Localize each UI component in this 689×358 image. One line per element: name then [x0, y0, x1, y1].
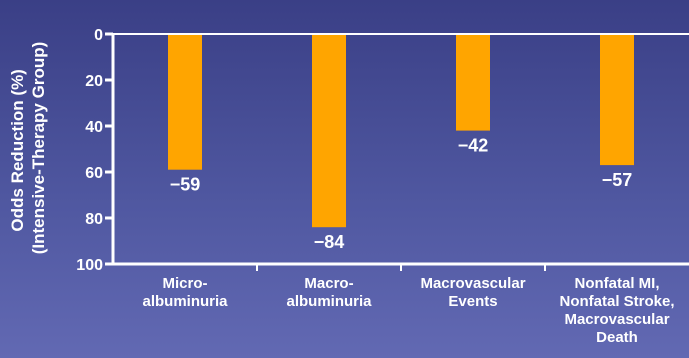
y-axis-title-line-2: (Intensive-Therapy Group): [29, 42, 48, 255]
y-tick-label-20: 20: [85, 73, 103, 90]
bar-group: [168, 34, 634, 228]
category-label-1-line-2: albuminuria: [142, 293, 228, 310]
axes-group: [105, 32, 689, 271]
category-label-1: Micro-albuminuria: [142, 275, 228, 310]
bar-1: [168, 34, 202, 170]
category-label-4-line-1: Nonfatal MI,: [575, 275, 660, 292]
category-label-2-line-2: albuminuria: [286, 293, 372, 310]
value-label-4: −57: [602, 170, 633, 190]
category-label-4: Nonfatal MI, Nonfatal Stroke, Macrovascula…: [559, 275, 674, 346]
y-tick-label-100: 100: [76, 257, 103, 274]
bar-2: [312, 34, 346, 228]
category-label-4-line-2: Nonfatal Stroke,: [559, 293, 674, 310]
bar-4: [600, 34, 634, 166]
value-label-1: −59: [170, 175, 201, 195]
category-label-2-line-1: Macro-: [304, 275, 353, 292]
y-axis-title: Odds Reduction (%) (Intensive-Therapy Gr…: [8, 42, 48, 255]
category-label-2: Macro-albuminuria: [286, 275, 372, 310]
category-label-4-line-4: Death: [596, 329, 638, 346]
category-label-3-line-2: Events: [448, 293, 497, 310]
label-group: −59 −84 −42 −57 0 20 40 60 80 100 Micro-albuminuri…: [76, 27, 674, 346]
y-tick-label-60: 60: [85, 165, 103, 182]
y-tick-label-80: 80: [85, 211, 103, 228]
y-tick-label-0: 0: [94, 27, 103, 44]
bar-3: [456, 34, 490, 131]
y-tick-label-40: 40: [85, 119, 103, 136]
category-label-1-line-1: Micro-: [163, 275, 208, 292]
value-label-2: −84: [314, 232, 345, 252]
value-label-3: −42: [458, 136, 489, 156]
category-label-3-line-1: Macrovascular: [420, 275, 525, 292]
category-label-3: Macrovascular Events: [420, 275, 525, 310]
category-label-4-line-3: Macrovascular: [564, 311, 669, 328]
y-axis-title-line-1: Odds Reduction (%): [8, 69, 27, 231]
